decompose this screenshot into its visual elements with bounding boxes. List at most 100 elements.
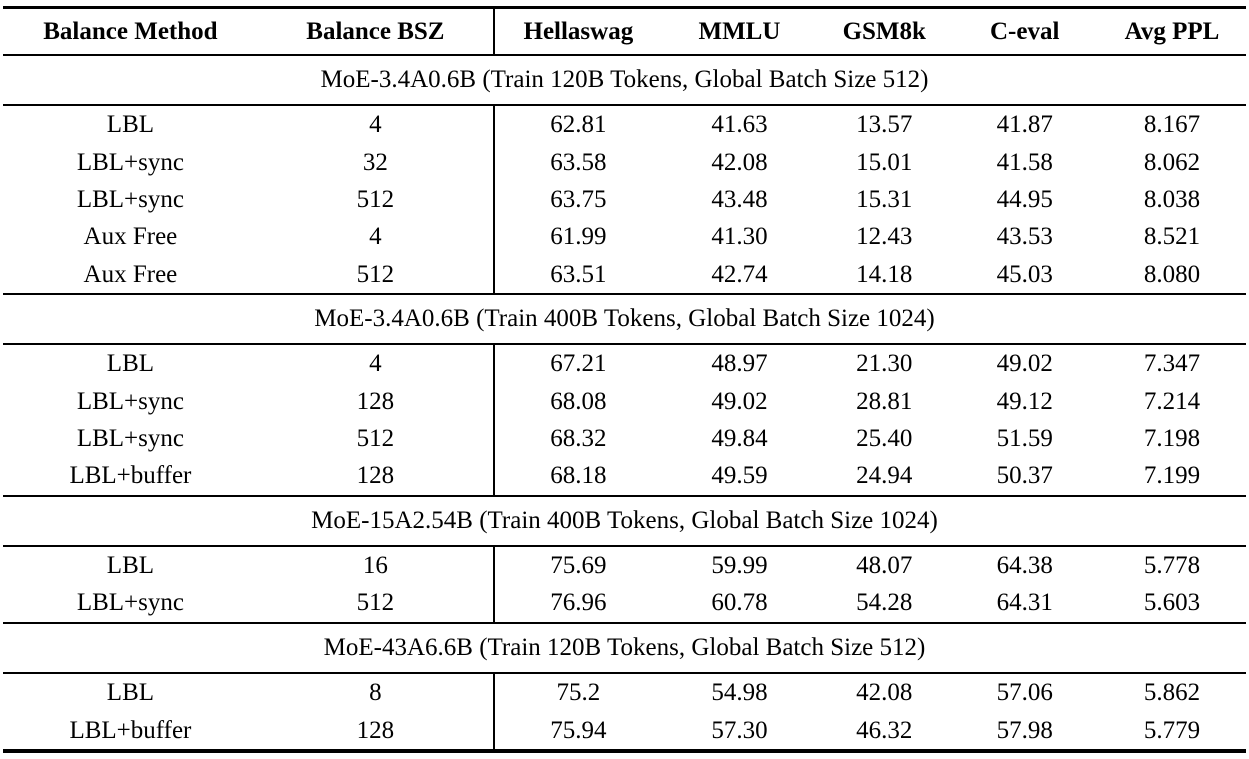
cell-gsm8k: 48.07 — [856, 552, 913, 580]
cell-c-eval: 41.87 — [996, 111, 1053, 139]
cell-balance-bsz: 512 — [356, 589, 395, 617]
cell-balance-method: LBL — [106, 679, 155, 707]
cell-balance-bsz: 4 — [369, 111, 382, 139]
cell-hellaswag: 75.94 — [492, 711, 662, 751]
cell-mmlu: 41.63 — [711, 111, 768, 139]
cell-avg-ppl: 5.778 — [1143, 552, 1201, 580]
cell-gsm8k: 46.32 — [856, 716, 913, 744]
cell-gsm8k: 54.28 — [856, 589, 913, 617]
table-row: LBL+sync 512 63.75 43.48 15.31 44.95 8.038 — [3, 181, 1246, 219]
cell-c-eval: 41.58 — [996, 148, 1053, 176]
header-row: Balance Method Balance BSZ Hellaswag MML… — [3, 7, 1246, 56]
cell-mmlu: 43.48 — [711, 185, 768, 213]
cell-c-eval: 49.12 — [996, 387, 1053, 415]
cell-hellaswag: 76.96 — [492, 584, 662, 623]
section-title: MoE-3.4A0.6B (Train 120B Tokens, Global … — [3, 53, 1246, 107]
cell-avg-ppl: 8.167 — [1143, 111, 1201, 139]
cell-mmlu: 57.30 — [711, 716, 768, 744]
cell-avg-ppl: 8.080 — [1143, 260, 1201, 288]
cell-c-eval: 57.98 — [996, 716, 1053, 744]
section-row: MoE-15A2.54B (Train 400B Tokens, Global … — [3, 494, 1246, 548]
cell-mmlu: 54.98 — [711, 679, 768, 707]
cell-avg-ppl: 7.214 — [1143, 387, 1201, 415]
cell-balance-method: LBL — [106, 111, 155, 139]
cell-gsm8k: 15.31 — [856, 185, 913, 213]
section-row: MoE-43A6.6B (Train 120B Tokens, Global B… — [3, 621, 1246, 675]
cell-mmlu: 42.08 — [711, 148, 768, 176]
cell-balance-bsz: 8 — [369, 679, 382, 707]
cell-avg-ppl: 8.038 — [1143, 185, 1201, 213]
table-row: LBL 8 75.2 54.98 42.08 57.06 5.862 — [3, 673, 1246, 712]
cell-c-eval: 51.59 — [996, 424, 1053, 452]
cell-avg-ppl: 8.521 — [1143, 223, 1201, 251]
cell-hellaswag: 68.08 — [492, 382, 662, 421]
cell-mmlu: 49.84 — [711, 424, 768, 452]
cell-avg-ppl: 7.198 — [1143, 424, 1201, 452]
table-row: LBL+sync 512 76.96 60.78 54.28 64.31 5.603 — [3, 584, 1246, 623]
cell-hellaswag: 63.58 — [492, 143, 662, 182]
col-header-avg-ppl: Avg PPL — [1098, 7, 1246, 56]
cell-hellaswag: 75.2 — [492, 673, 662, 712]
cell-gsm8k: 24.94 — [856, 462, 913, 490]
cell-gsm8k: 42.08 — [856, 679, 913, 707]
cell-balance-bsz: 128 — [356, 387, 395, 415]
cell-balance-bsz: 128 — [356, 462, 395, 490]
cell-hellaswag: 68.18 — [492, 457, 662, 496]
cell-c-eval: 45.03 — [996, 260, 1053, 288]
cell-avg-ppl: 8.062 — [1143, 148, 1201, 176]
section-title: MoE-15A2.54B (Train 400B Tokens, Global … — [3, 494, 1246, 548]
cell-balance-method: LBL+sync — [76, 424, 184, 452]
cell-mmlu: 60.78 — [711, 589, 768, 617]
cell-hellaswag: 61.99 — [492, 218, 662, 256]
cell-balance-method: LBL+sync — [76, 589, 184, 617]
cell-balance-bsz: 16 — [362, 552, 388, 580]
cell-mmlu: 49.59 — [711, 462, 768, 490]
table-row: LBL 16 75.69 59.99 48.07 64.38 5.778 — [3, 546, 1246, 585]
table-body: MoE-3.4A0.6B (Train 120B Tokens, Global … — [3, 53, 1246, 751]
cell-balance-method: LBL+sync — [76, 148, 184, 176]
table-row: LBL+sync 512 68.32 49.84 25.40 51.59 7.198 — [3, 420, 1246, 458]
cell-balance-method: LBL — [106, 350, 155, 378]
cell-c-eval: 57.06 — [996, 679, 1053, 707]
cell-hellaswag: 68.32 — [492, 420, 662, 458]
cell-hellaswag: 62.81 — [492, 105, 662, 144]
table-row: Aux Free 4 61.99 41.30 12.43 43.53 8.521 — [3, 218, 1246, 256]
cell-hellaswag: 67.21 — [492, 344, 662, 383]
cell-mmlu: 48.97 — [711, 350, 768, 378]
cell-balance-method: LBL+buffer — [69, 462, 192, 490]
section-row: MoE-3.4A0.6B (Train 400B Tokens, Global … — [3, 293, 1246, 346]
col-header-hellaswag: Hellaswag — [492, 7, 662, 56]
results-table: Balance Method Balance BSZ Hellaswag MML… — [3, 6, 1246, 753]
cell-c-eval: 44.95 — [996, 185, 1053, 213]
cell-hellaswag: 75.69 — [492, 546, 662, 585]
cell-c-eval: 64.31 — [996, 589, 1053, 617]
table-row: LBL 4 67.21 48.97 21.30 49.02 7.347 — [3, 344, 1246, 383]
cell-gsm8k: 15.01 — [856, 148, 913, 176]
col-header-balance-bsz: Balance BSZ — [257, 7, 494, 56]
cell-c-eval: 50.37 — [996, 462, 1053, 490]
cell-avg-ppl: 5.603 — [1143, 589, 1201, 617]
cell-gsm8k: 21.30 — [856, 350, 913, 378]
cell-gsm8k: 25.40 — [856, 424, 913, 452]
col-header-mmlu: MMLU — [661, 7, 818, 56]
cell-avg-ppl: 7.199 — [1143, 462, 1201, 490]
table-row: LBL+buffer 128 75.94 57.30 46.32 57.98 5.779 — [3, 711, 1246, 751]
table-row: Aux Free 512 63.51 42.74 14.18 45.03 8.080 — [3, 255, 1246, 295]
cell-balance-method: LBL+buffer — [69, 716, 192, 744]
section-title: MoE-43A6.6B (Train 120B Tokens, Global B… — [3, 621, 1246, 675]
cell-balance-bsz: 32 — [362, 148, 388, 176]
section-title: MoE-3.4A0.6B (Train 400B Tokens, Global … — [3, 293, 1246, 346]
section-row: MoE-3.4A0.6B (Train 120B Tokens, Global … — [3, 53, 1246, 107]
cell-gsm8k: 13.57 — [856, 111, 913, 139]
cell-avg-ppl: 5.779 — [1143, 716, 1201, 744]
cell-c-eval: 49.02 — [996, 350, 1053, 378]
cell-balance-bsz: 4 — [369, 223, 382, 251]
cell-c-eval: 43.53 — [996, 223, 1053, 251]
table-row: LBL+sync 32 63.58 42.08 15.01 41.58 8.062 — [3, 143, 1246, 182]
table-row: LBL+sync 128 68.08 49.02 28.81 49.12 7.214 — [3, 382, 1246, 421]
cell-mmlu: 42.74 — [711, 260, 768, 288]
cell-mmlu: 49.02 — [711, 387, 768, 415]
cell-balance-method: LBL — [106, 552, 155, 580]
cell-hellaswag: 63.75 — [492, 181, 662, 219]
cell-balance-method: Aux Free — [83, 260, 178, 288]
